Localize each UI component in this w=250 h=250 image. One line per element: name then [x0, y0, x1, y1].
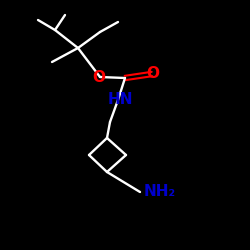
Text: HN: HN — [107, 92, 133, 108]
Text: O: O — [146, 66, 160, 82]
Text: NH₂: NH₂ — [144, 184, 176, 198]
Text: O: O — [92, 70, 106, 84]
